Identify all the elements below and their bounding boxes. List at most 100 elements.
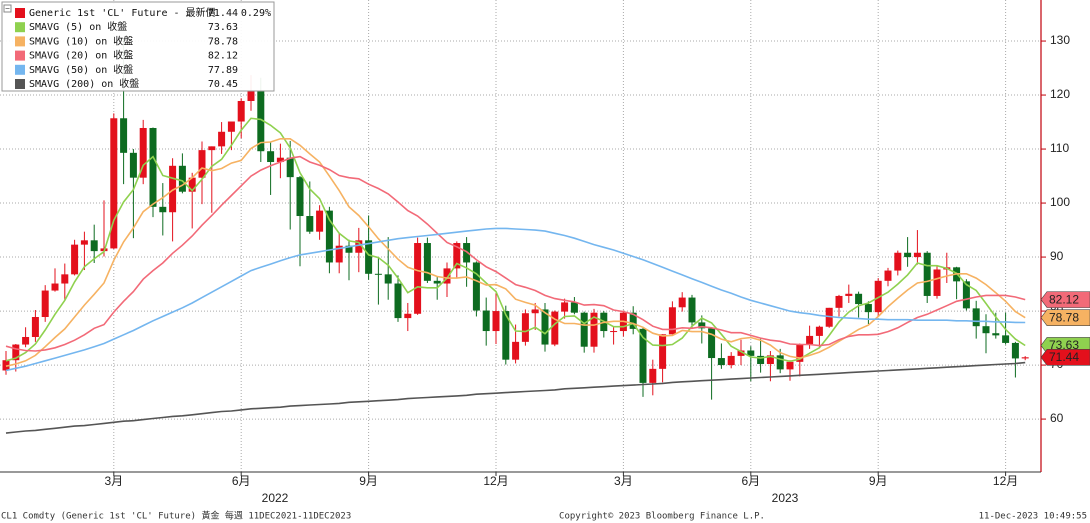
value-tag [1040, 348, 1090, 366]
x-tick-label: 6月 [232, 474, 251, 488]
candle-body [835, 295, 843, 308]
candle-body [247, 91, 255, 101]
x-tick-label: 9月 [359, 474, 378, 488]
candle-body [659, 334, 667, 369]
candle-body [894, 252, 902, 271]
candle-body [355, 240, 363, 253]
candle-body [22, 336, 30, 345]
footer-right: 11-Dec-2023 10:49:55 [979, 512, 1087, 522]
candle-body [668, 307, 676, 335]
candle-body [227, 121, 235, 132]
legend-change: 0.29% [241, 8, 271, 19]
candle-body [41, 290, 49, 318]
legend-swatch [15, 50, 25, 61]
candle-body [678, 297, 686, 308]
candle-body [453, 243, 461, 269]
candle-body [639, 328, 647, 383]
y-tick-label: 60 [1050, 411, 1064, 425]
candle-body [610, 331, 618, 333]
legend-label: Generic 1st 'CL' Future - 最新價 [29, 6, 216, 19]
value-tag [1040, 291, 1090, 308]
candle-body [815, 326, 823, 336]
candle-body [512, 341, 520, 360]
candle-body [414, 243, 422, 314]
candle-body [855, 293, 863, 305]
last-value-tags: 73.63 78.78 82.12 71.44 [1040, 291, 1090, 366]
candle-body [325, 210, 333, 263]
value-tag-label: 82.12 [1049, 292, 1079, 306]
candle-body [1021, 357, 1029, 359]
candle-body [316, 210, 324, 232]
candle-body [492, 311, 500, 332]
candle-body [188, 177, 196, 192]
y-tick-label: 90 [1050, 249, 1064, 263]
candle-body [149, 127, 157, 207]
candle-body [551, 311, 559, 345]
candle-body [541, 309, 549, 345]
x-tick-label: 12月 [483, 474, 508, 488]
x-tick-label: 9月 [869, 474, 888, 488]
candle-body [296, 177, 304, 217]
candle-body [61, 274, 69, 284]
y-tick-label: 120 [1050, 87, 1070, 101]
footer-left: CL1 Comdty (Generic 1st 'CL' Future) 黃金 … [1, 510, 351, 522]
ma-line [5, 155, 1026, 352]
candle-body [972, 308, 980, 327]
legend-value: 82.12 [208, 51, 238, 62]
candle-body [365, 240, 373, 274]
candle-body [747, 350, 755, 356]
candle-body [208, 146, 216, 151]
candle-body [561, 302, 569, 312]
candle-body [864, 304, 872, 313]
candle-body [806, 335, 814, 345]
candle-body [874, 280, 882, 313]
candle-body [433, 280, 441, 284]
candle-body [698, 322, 706, 329]
x-tick-label: 6月 [741, 474, 760, 488]
candle-body [257, 91, 265, 152]
candle-body [992, 333, 1000, 336]
legend-label: SMAVG (200) on 收盤 [29, 77, 139, 90]
candle-body [1002, 335, 1010, 343]
candle-body [845, 293, 853, 296]
ma-line [5, 227, 1026, 372]
candle-body [884, 270, 892, 281]
ma-line [5, 361, 1026, 434]
candle-body [443, 268, 451, 284]
legend-swatch [15, 8, 25, 18]
candle-body [169, 165, 177, 213]
legend-label: SMAVG (5) on 收盤 [29, 20, 127, 33]
candle-body [629, 312, 637, 329]
candle-body [404, 313, 412, 319]
candle-body [80, 240, 88, 245]
year-label: 2022 [262, 491, 289, 505]
candle-body [159, 206, 167, 213]
candle-body [267, 151, 275, 163]
ma-line [5, 117, 1026, 363]
candle-body [384, 274, 392, 284]
legend-label: SMAVG (50) on 收盤 [29, 63, 133, 76]
candle-body [708, 328, 716, 359]
candle-body [12, 344, 20, 361]
axes: 607080901001101201303月6月9月12月3月6月9月12月 [104, 33, 1070, 488]
candle-body [727, 355, 735, 366]
candle-body [962, 281, 970, 309]
candle-body [933, 269, 941, 296]
candle-body [2, 360, 10, 371]
candle-body [139, 127, 147, 178]
value-tag-label: 71.44 [1049, 350, 1079, 364]
candle-body [1011, 342, 1019, 359]
candle-body [590, 312, 598, 347]
candle-body [688, 297, 696, 323]
legend-label: SMAVG (10) on 收盤 [29, 34, 133, 47]
legend-box [1, 1, 275, 92]
candle-body [345, 245, 353, 253]
candle-body [649, 368, 657, 383]
candle-body [178, 165, 186, 192]
candle-body [463, 243, 471, 263]
footer-center: Copyright© 2023 Bloomberg Finance L.P. [559, 512, 765, 522]
candle-body [472, 262, 480, 311]
candle-body [374, 273, 382, 275]
